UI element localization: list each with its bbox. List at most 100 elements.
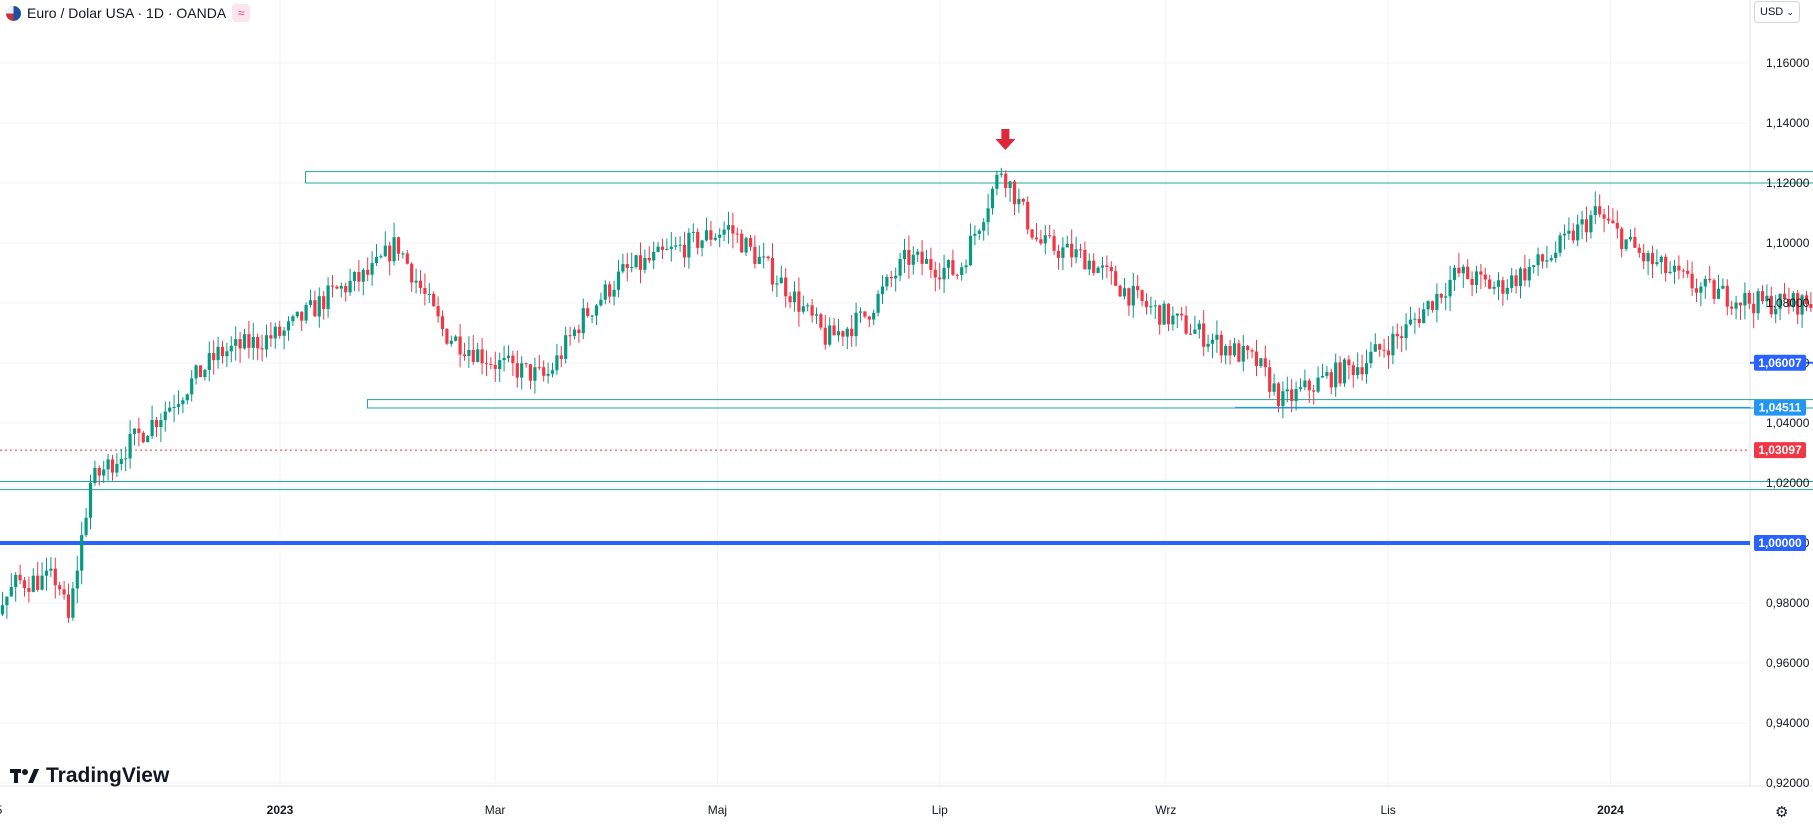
candle [1708, 265, 1712, 283]
candle-body [1246, 345, 1250, 351]
candle-body [1540, 254, 1545, 262]
tradingview-logo[interactable]: TradingView [10, 764, 169, 788]
candle [1017, 188, 1021, 213]
candle [1369, 341, 1373, 369]
candle [973, 225, 977, 246]
candle [36, 561, 40, 592]
candle-body [220, 346, 225, 357]
candle [946, 259, 951, 280]
candle [1510, 267, 1514, 293]
candle [1466, 259, 1470, 280]
candle-body [1523, 268, 1527, 281]
candle-body [982, 222, 986, 231]
y-tick-label: 0,98000 [1766, 596, 1810, 610]
candle-body [1699, 286, 1703, 293]
candle [1316, 366, 1320, 394]
candle [995, 170, 999, 196]
price-label: 1,04511 [1759, 401, 1802, 415]
candle-body [1162, 303, 1166, 325]
candle [172, 394, 176, 423]
candle [1254, 339, 1259, 377]
candle-body [1083, 249, 1087, 270]
candle [256, 333, 260, 361]
candle-body [1316, 377, 1320, 392]
candle-body [1026, 201, 1030, 230]
candle-body [647, 257, 651, 261]
candle [1092, 253, 1096, 276]
gear-icon[interactable]: ⚙ [1775, 804, 1789, 821]
candle-body [366, 269, 370, 275]
candle-body [124, 458, 128, 460]
symbol-title[interactable]: Euro / Dolar USA · 1D · OANDA [27, 5, 227, 21]
candle-body [1615, 222, 1619, 229]
candle-body [1140, 290, 1144, 302]
candle [1738, 302, 1743, 320]
candle [1589, 210, 1593, 239]
candle-body [9, 587, 13, 597]
candle-body [53, 568, 57, 586]
candle-body [1070, 243, 1074, 258]
approx-icon[interactable]: ≈ [232, 4, 251, 22]
candle [88, 474, 93, 530]
candles [0, 167, 1813, 623]
candle [1224, 344, 1228, 365]
candle [938, 263, 942, 290]
candle-body [1536, 254, 1540, 266]
candle [163, 401, 167, 432]
candle [1730, 300, 1734, 316]
candle-body [322, 296, 326, 309]
candle-body [1100, 265, 1105, 268]
candle [515, 350, 519, 388]
candle-body [278, 326, 282, 336]
candle-body [1474, 271, 1479, 285]
candle-body [938, 277, 942, 280]
candle-body [1039, 239, 1043, 244]
candle-body [260, 348, 264, 350]
chart-header[interactable]: Euro / Dolar USA · 1D · OANDA ≈ [6, 2, 251, 24]
candle [894, 267, 898, 292]
candle-body [1562, 233, 1567, 236]
candle-body [185, 394, 189, 401]
candle [93, 460, 97, 486]
candle-body [1730, 306, 1734, 309]
candle-body [203, 369, 207, 378]
candle-body [863, 311, 867, 317]
candle-body [960, 267, 964, 275]
candle-body [986, 208, 990, 223]
candle [1083, 241, 1087, 270]
candle-body [1078, 249, 1083, 251]
candle [1593, 191, 1597, 225]
candle [1523, 254, 1527, 287]
candle [762, 242, 766, 269]
currency-select[interactable]: USD ⌄ [1754, 1, 1800, 23]
price-axis[interactable]: 1,16000 1,14000 1,12000 1,10000 1,08000 1,060… [1754, 56, 1810, 790]
candle [1796, 289, 1800, 325]
candle [1448, 265, 1452, 312]
time-axis[interactable]: Paź152023MarMajLipWrzLis2024MarMajLipWrz… [0, 803, 1813, 817]
candle-body [1426, 301, 1430, 310]
candle [819, 312, 823, 331]
candle-body [872, 312, 876, 320]
candle [1655, 249, 1659, 267]
candle [344, 282, 348, 302]
candle-body [84, 517, 88, 536]
candle-body [687, 232, 691, 258]
candle-body [1338, 362, 1342, 384]
candle-body [1206, 343, 1210, 347]
candle-body [1422, 309, 1426, 324]
candle-body [427, 293, 431, 295]
candle-body [621, 264, 625, 272]
candle [1518, 266, 1523, 299]
candle [929, 247, 933, 279]
candle-body [1378, 344, 1382, 350]
candle-body [770, 257, 775, 285]
candle-body [1312, 390, 1316, 392]
candle-body [1210, 339, 1215, 344]
candle-body [0, 605, 5, 615]
candle [1809, 292, 1813, 313]
candle-body [106, 459, 110, 470]
candle [1488, 274, 1492, 290]
candle-body [313, 300, 317, 317]
candle [1435, 283, 1439, 323]
